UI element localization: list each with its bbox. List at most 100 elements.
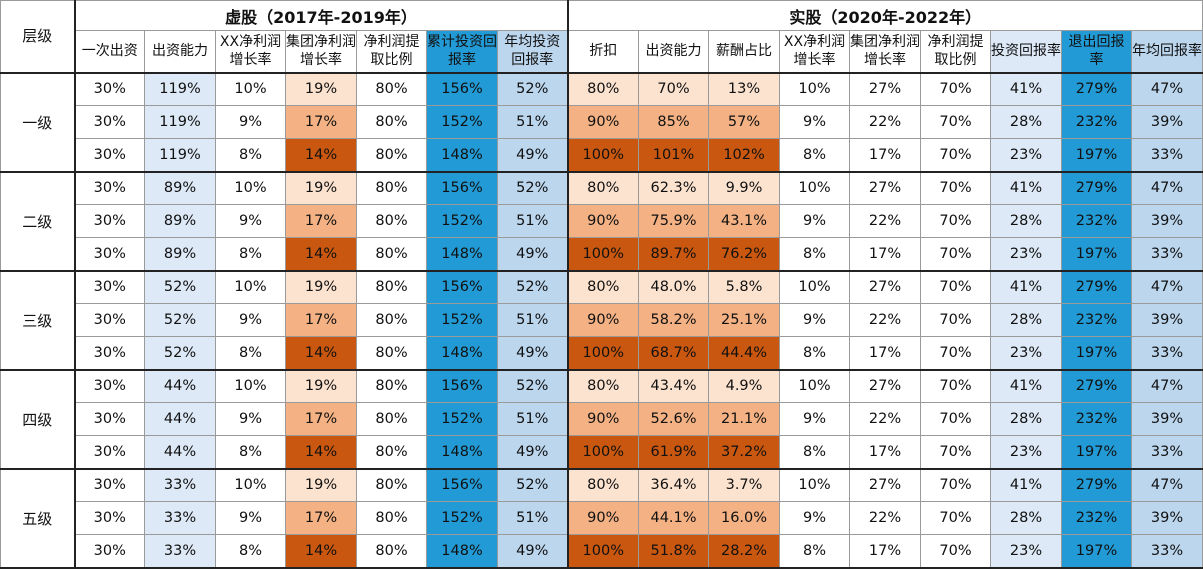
col-header-real: 折扣 [567,30,640,74]
col-header-real: 出资能力 [638,30,710,74]
virtual-value-cell: 30% [74,435,145,470]
virtual-value-cell: 52% [496,171,569,205]
real-value-cell: 197% [1061,336,1133,371]
real-value-cell: 232% [1061,501,1133,535]
virtual-value-cell: 80% [356,435,427,470]
virtual-value-cell: 51% [496,402,569,436]
real-value-cell: 41% [990,171,1063,205]
virtual-value-cell: 10% [215,270,286,304]
virtual-value-cell: 30% [74,138,145,173]
real-value-cell: 70% [920,270,992,304]
table-row: 二级 30% 89% 10% 19% 80% 156% 52% 80% 62.3% 9.9% 10% 2… [0,171,1203,272]
virtual-value-cell: 119% [144,105,216,139]
table-row: 30% 33% 9% 17% 80% 152% 51% 90% 44.1% 16.0% 9% 22% 7… [1,501,1203,535]
virtual-value-cell: 51% [496,105,569,139]
real-value-cell: 70% [920,171,992,205]
col-header-real: XX净利润增长率 [779,30,851,74]
real-value-cell: 90% [567,105,640,139]
virtual-value-cell: 156% [426,171,498,205]
virtual-value-cell: 44% [144,402,216,436]
virtual-value-cell: 30% [74,468,145,502]
virtual-value-cell: 80% [356,402,427,436]
real-value-cell: 47% [1131,369,1203,403]
virtual-value-cell: 52% [496,72,569,106]
table-body: 一级 30% 119% 10% 19% 80% 156% 52% 80% 70% 13% 10% 27%… [0,72,1203,569]
real-value-cell: 23% [990,237,1063,272]
col-header-real: 集团净利润增长率 [849,30,922,74]
col-header-virtual: 一次出资 [74,30,145,74]
tier-label: 一级 [0,72,76,173]
real-value-cell: 47% [1131,171,1203,205]
real-value-cell: 33% [1131,237,1203,272]
table-row: 30% 89% 9% 17% 80% 152% 51% 90% 75.9% 43.1% 9% 22% 7… [1,204,1203,238]
virtual-value-cell: 33% [144,501,216,535]
real-value-cell: 3.7% [708,468,781,502]
real-value-cell: 100% [567,336,640,371]
virtual-value-cell: 52% [144,303,216,337]
real-value-cell: 27% [849,72,922,106]
real-value-cell: 70% [920,138,992,173]
tier-label: 二级 [0,171,76,272]
tier-label: 四级 [0,369,76,470]
virtual-value-cell: 10% [215,369,286,403]
virtual-value-cell: 30% [74,72,145,106]
virtual-value-cell: 80% [356,171,427,205]
real-value-cell: 279% [1061,171,1133,205]
real-value-cell: 27% [849,369,922,403]
virtual-value-cell: 9% [215,204,286,238]
table-row: 30% 52% 9% 17% 80% 152% 51% 90% 58.2% 25.1% 9% 22% 7… [1,303,1203,337]
virtual-value-cell: 89% [144,171,216,205]
virtual-value-cell: 8% [215,237,286,272]
virtual-value-cell: 80% [356,501,427,535]
virtual-value-cell: 19% [285,468,357,502]
virtual-value-cell: 80% [356,336,427,371]
virtual-value-cell: 9% [215,501,286,535]
real-value-cell: 70% [920,534,992,569]
real-value-cell: 80% [567,468,640,502]
real-value-cell: 90% [567,501,640,535]
virtual-value-cell: 33% [144,468,216,502]
virtual-value-cell: 14% [285,237,357,272]
real-value-cell: 9% [779,402,851,436]
real-value-cell: 43.4% [638,369,710,403]
virtual-value-cell: 8% [215,435,286,470]
real-value-cell: 17% [849,336,922,371]
real-value-cell: 75.9% [638,204,710,238]
virtual-value-cell: 156% [426,369,498,403]
virtual-value-cell: 30% [74,501,145,535]
real-value-cell: 28% [990,204,1063,238]
real-value-cell: 279% [1061,468,1133,502]
virtual-value-cell: 49% [496,138,569,173]
virtual-value-cell: 52% [496,468,569,502]
virtual-value-cell: 80% [356,369,427,403]
virtual-value-cell: 152% [426,105,498,139]
virtual-value-cell: 80% [356,204,427,238]
real-value-cell: 70% [920,105,992,139]
virtual-value-cell: 30% [74,171,145,205]
real-value-cell: 17% [849,534,922,569]
virtual-value-cell: 30% [74,402,145,436]
real-value-cell: 232% [1061,204,1133,238]
virtual-value-cell: 80% [356,72,427,106]
real-value-cell: 61.9% [638,435,710,470]
col-header-real: 净利润提取比例 [920,30,992,74]
real-value-cell: 37.2% [708,435,781,470]
virtual-value-cell: 17% [285,204,357,238]
real-value-cell: 41% [990,369,1063,403]
real-value-cell: 22% [849,501,922,535]
real-value-cell: 41% [990,468,1063,502]
real-value-cell: 9% [779,204,851,238]
virtual-value-cell: 80% [356,138,427,173]
real-value-cell: 27% [849,270,922,304]
virtual-value-cell: 30% [74,237,145,272]
virtual-value-cell: 17% [285,105,357,139]
real-value-cell: 89.7% [638,237,710,272]
real-value-cell: 48.0% [638,270,710,304]
virtual-value-cell: 14% [285,435,357,470]
real-value-cell: 57% [708,105,781,139]
col-header-virtual: 累计投资回报率 [426,30,498,74]
virtual-value-cell: 14% [285,336,357,371]
real-value-cell: 28% [990,105,1063,139]
real-value-cell: 70% [638,72,710,106]
real-value-cell: 4.9% [708,369,781,403]
